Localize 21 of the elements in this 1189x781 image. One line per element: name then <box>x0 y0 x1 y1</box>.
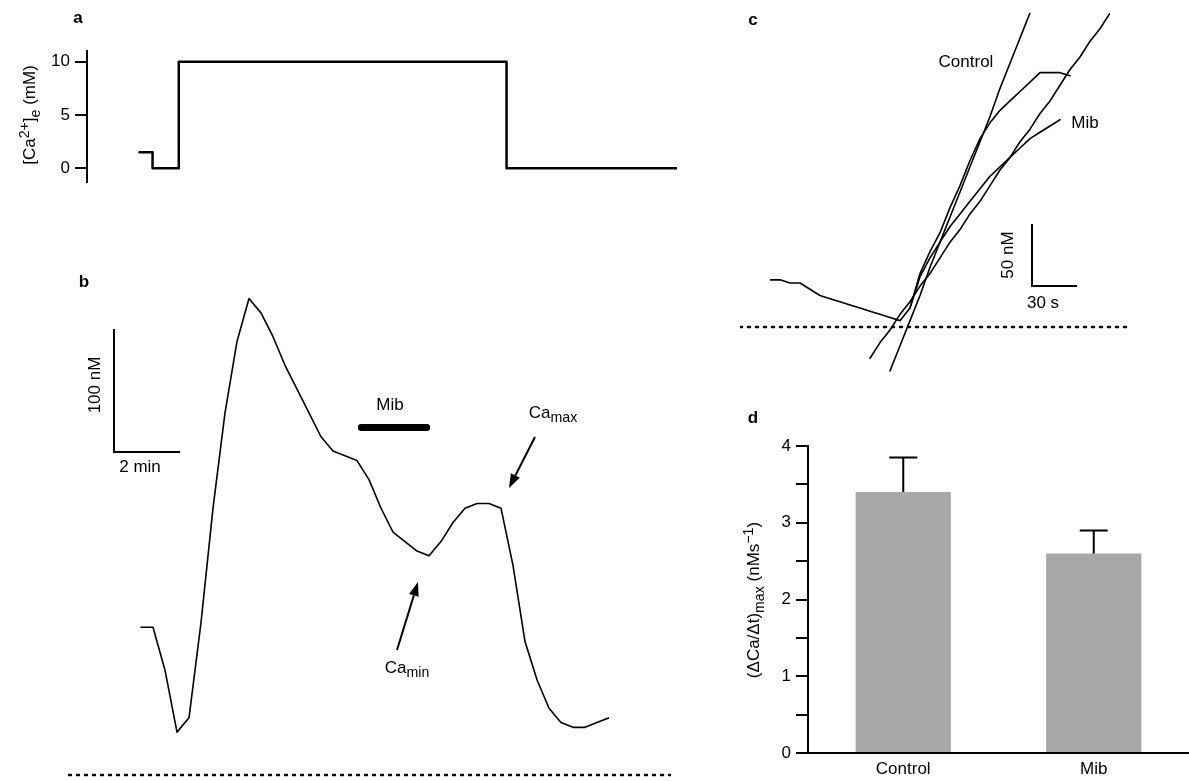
annotation: 50 nM <box>997 231 1018 279</box>
chart-title: a <box>73 7 83 28</box>
y-tick-label: 2 <box>781 589 791 609</box>
y-tick-label: 1 <box>781 665 791 685</box>
y-tick-label: 5 <box>60 104 70 124</box>
text: 100 nM <box>84 356 105 414</box>
series-label: Control <box>938 51 994 72</box>
annotation: 30 s <box>1026 292 1060 313</box>
y-tick-label: 10 <box>51 51 70 71</box>
annotation: Mib <box>376 394 404 415</box>
y-tick-label: 0 <box>781 742 791 762</box>
y-tick-label: 0 <box>60 157 70 177</box>
chart-title: d <box>747 407 759 428</box>
annotation: 2 min <box>119 456 161 477</box>
annotation: Ca$_{max}$ <box>528 403 578 426</box>
chart-title: b <box>78 271 90 292</box>
y-tick-label: 4 <box>781 435 791 455</box>
annotation: Ca$_{min}$ <box>384 658 430 681</box>
y-tick-label: 3 <box>781 512 791 532</box>
series-label: Mib <box>1071 112 1099 133</box>
chart-title: c <box>748 9 758 30</box>
